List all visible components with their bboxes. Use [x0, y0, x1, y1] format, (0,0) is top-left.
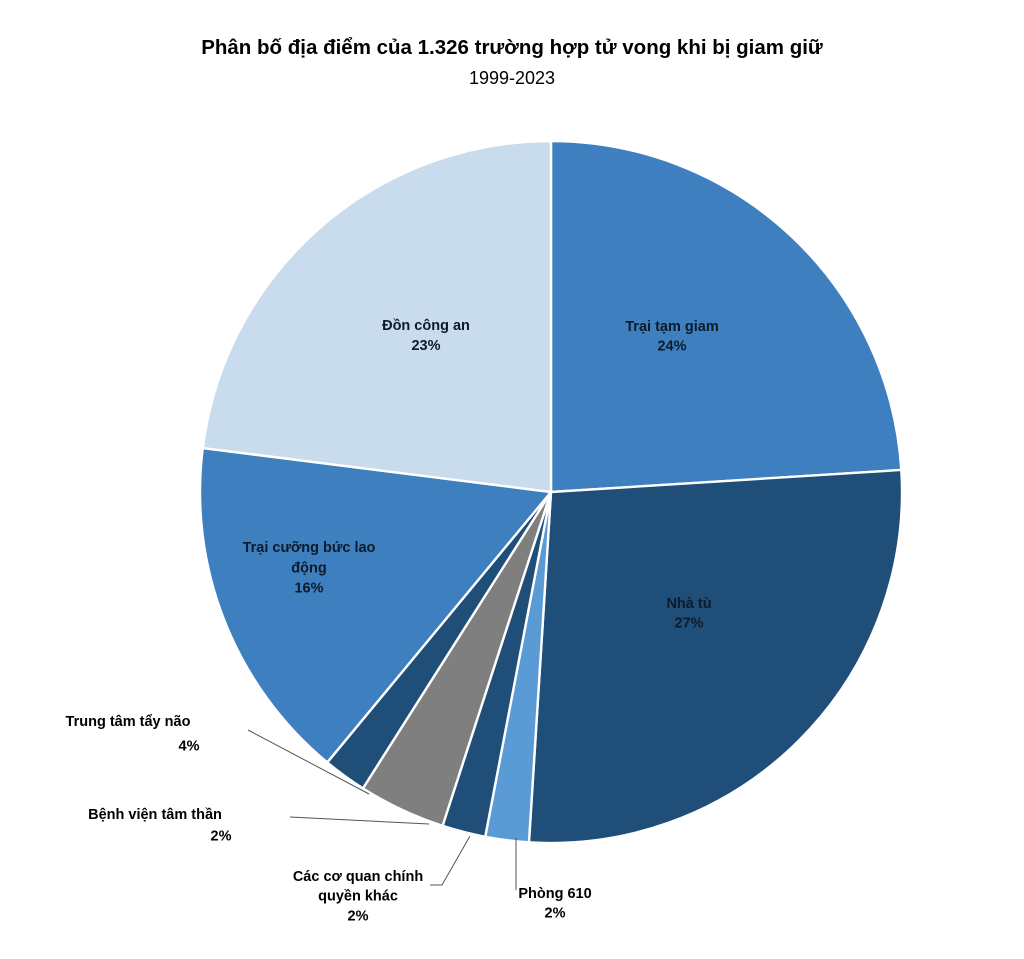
svg-text:Bệnh viện tâm thần2%: Bệnh viện tâm thần 2%	[88, 807, 231, 844]
svg-text:Các cơ quan chínhquyền khác2%: Các cơ quan chính quyền khác 2%	[293, 869, 423, 924]
svg-text:Phòng 6102%: Phòng 610 2%	[518, 886, 591, 922]
svg-text:Trung tâm tẩy não4%: Trung tâm tẩy não 4%	[66, 714, 200, 754]
